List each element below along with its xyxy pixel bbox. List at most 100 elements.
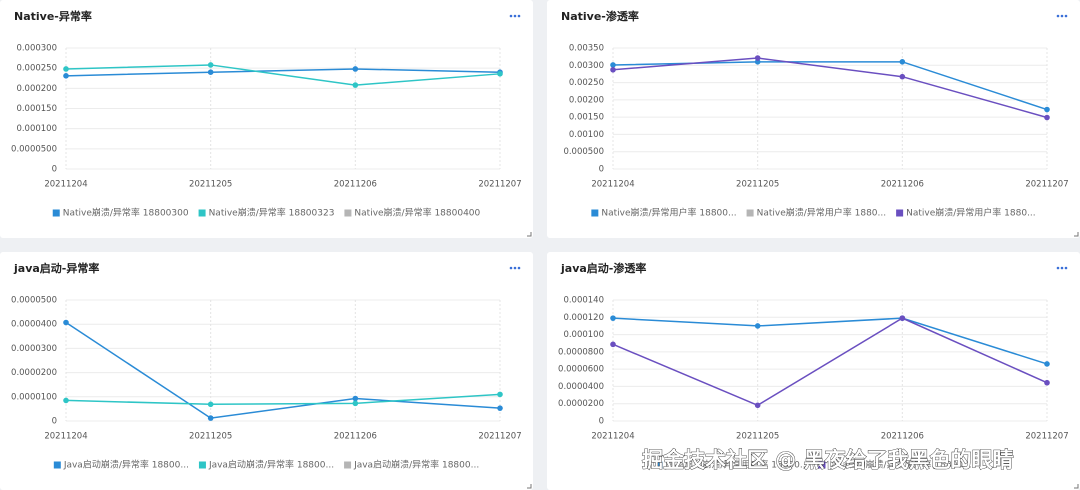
menu-dot bbox=[1064, 266, 1068, 270]
legend: Native崩溃/异常用户率 18800... Native崩溃/异常用户率 18… bbox=[591, 207, 1036, 219]
menu-dot bbox=[509, 14, 513, 18]
menu-dot bbox=[1060, 266, 1064, 270]
chart-panel: java启动-渗透率 0 0.0000200 0.0000400 0.0000600 0.… bbox=[547, 252, 1080, 490]
legend-label: Java启动崩溃/异常率 18800... bbox=[208, 459, 334, 471]
legend: Java启动崩溃/异常用户率 18800... Java启动崩溃/异常用户率 18… bbox=[655, 459, 972, 471]
legend-swatch bbox=[896, 209, 904, 217]
resize-handle bbox=[1074, 232, 1079, 237]
legend-swatch bbox=[198, 209, 206, 217]
menu-dot bbox=[1056, 14, 1060, 18]
resize-handle bbox=[527, 484, 532, 489]
y-tick-label: 0.00100 bbox=[569, 130, 604, 140]
panel-background bbox=[547, 0, 1080, 238]
y-tick-label: 0.000200 bbox=[16, 84, 57, 94]
x-tick-label: 20211206 bbox=[334, 180, 377, 190]
y-tick-label: 0 bbox=[52, 417, 57, 427]
legend-swatch bbox=[53, 461, 61, 469]
y-tick-label: 0.0000200 bbox=[558, 399, 604, 409]
data-point bbox=[610, 341, 616, 348]
menu-button[interactable] bbox=[1056, 14, 1068, 18]
x-tick-label: 20211205 bbox=[189, 180, 232, 190]
resize-handle bbox=[527, 232, 532, 237]
legend-item[interactable]: Native崩溃/异常率 18800300 bbox=[52, 207, 189, 219]
y-tick-label: 0.00150 bbox=[569, 113, 604, 123]
x-tick-label: 20211206 bbox=[881, 180, 924, 190]
legend-item[interactable]: Java启动崩溃/异常率 18800... bbox=[344, 459, 479, 471]
legend: Java启动崩溃/异常率 18800... Java启动崩溃/异常率 18800.… bbox=[53, 459, 479, 471]
data-point bbox=[63, 73, 69, 79]
series-line bbox=[65, 321, 501, 419]
data-point bbox=[754, 402, 761, 409]
data-point bbox=[207, 69, 214, 75]
menu-button[interactable] bbox=[1056, 266, 1068, 270]
data-point bbox=[899, 73, 906, 80]
menu-dot bbox=[513, 14, 517, 18]
data-point bbox=[207, 415, 214, 421]
legend-item[interactable]: Java启动崩溃/异常率 18800... bbox=[53, 459, 189, 471]
chart-panel: Native-异常率 0 0.0000500 0.000100 0.000150 0.00… bbox=[0, 0, 533, 238]
menu-dot bbox=[1060, 14, 1064, 18]
legend-swatch bbox=[746, 209, 754, 217]
menu-button[interactable] bbox=[509, 266, 521, 270]
legend-label: Java启动崩溃/异常率 18800... bbox=[63, 459, 189, 471]
legend-item[interactable]: Java启动崩溃/异常用户率 18800... bbox=[655, 459, 809, 471]
data-point bbox=[207, 401, 214, 408]
data-point bbox=[63, 66, 69, 72]
data-point bbox=[899, 59, 906, 65]
legend-label: Native崩溃/异常用户率 18800... bbox=[601, 207, 736, 219]
chart-panel: Native-渗透率 0 0.000500 0.00100 0.00150 0.00200… bbox=[547, 0, 1080, 238]
series-line bbox=[65, 68, 501, 77]
data-point bbox=[63, 319, 69, 326]
menu-button[interactable] bbox=[509, 14, 521, 18]
legend-item[interactable]: Native崩溃/异常率 18800323 bbox=[198, 207, 335, 219]
y-tick-label: 0 bbox=[52, 165, 57, 175]
legend-label: Java启动崩溃/异常率 18800... bbox=[353, 459, 479, 471]
menu-dot bbox=[1064, 14, 1068, 18]
x-tick-label: 20211204 bbox=[591, 432, 634, 442]
x-tick-label: 20211206 bbox=[334, 432, 377, 442]
legend: Native崩溃/异常率 18800300 Native崩溃/异常率 188003… bbox=[52, 207, 481, 219]
legend-swatch bbox=[198, 461, 206, 469]
series-line bbox=[612, 57, 1048, 119]
legend-item[interactable]: Java启动崩溃/异常用户率 18800... bbox=[818, 459, 972, 471]
legend-item[interactable]: Native崩溃/异常用户率 18800... bbox=[591, 207, 737, 219]
x-tick-label: 20211207 bbox=[478, 432, 521, 442]
legend-label: Native崩溃/异常用户率 1880... bbox=[757, 207, 887, 219]
y-tick-label: 0.000500 bbox=[563, 147, 604, 157]
panel-background bbox=[0, 0, 533, 238]
series-line bbox=[65, 64, 501, 86]
data-point bbox=[610, 62, 616, 68]
data-point bbox=[899, 315, 906, 321]
series-line bbox=[65, 393, 501, 406]
data-point bbox=[207, 62, 214, 68]
y-tick-label: 0.000140 bbox=[563, 296, 604, 306]
y-tick-label: 0.000300 bbox=[16, 44, 57, 54]
menu-dot bbox=[513, 266, 517, 270]
resize-handle bbox=[1074, 484, 1079, 489]
data-point bbox=[63, 397, 69, 404]
legend-item[interactable]: Native崩溃/异常用户率 1880... bbox=[746, 207, 887, 219]
legend-label: Native崩溃/异常率 18800323 bbox=[209, 207, 335, 219]
y-tick-label: 0.0000500 bbox=[11, 144, 57, 154]
menu-dot bbox=[1056, 266, 1060, 270]
x-tick-label: 20211207 bbox=[1025, 180, 1068, 190]
legend-swatch bbox=[344, 209, 352, 217]
y-tick-label: 0.0000400 bbox=[558, 382, 604, 392]
y-tick-label: 0.00300 bbox=[569, 61, 604, 71]
x-tick-label: 20211204 bbox=[44, 432, 87, 442]
y-tick-label: 0.000250 bbox=[16, 64, 57, 74]
chart-panel: java启动-异常率 0 0.0000100 0.0000200 0.0000300 0.… bbox=[0, 252, 533, 490]
x-tick-label: 20211204 bbox=[591, 180, 634, 190]
legend-item[interactable]: Java启动崩溃/异常率 18800... bbox=[198, 459, 334, 471]
data-point bbox=[1044, 379, 1050, 386]
x-tick-label: 20211205 bbox=[736, 180, 779, 190]
watermark: 掘金技术社区 @ 黑夜给了我黑色的眼睛 bbox=[642, 448, 1014, 472]
menu-dot bbox=[509, 266, 513, 270]
series-line bbox=[612, 317, 1048, 407]
data-point bbox=[1044, 361, 1050, 367]
data-point bbox=[754, 55, 761, 61]
series-line bbox=[612, 317, 1048, 365]
legend-item[interactable]: Native崩溃/异常率 18800400 bbox=[344, 207, 481, 219]
legend-item[interactable]: Native崩溃/异常用户率 1880... bbox=[896, 207, 1036, 219]
